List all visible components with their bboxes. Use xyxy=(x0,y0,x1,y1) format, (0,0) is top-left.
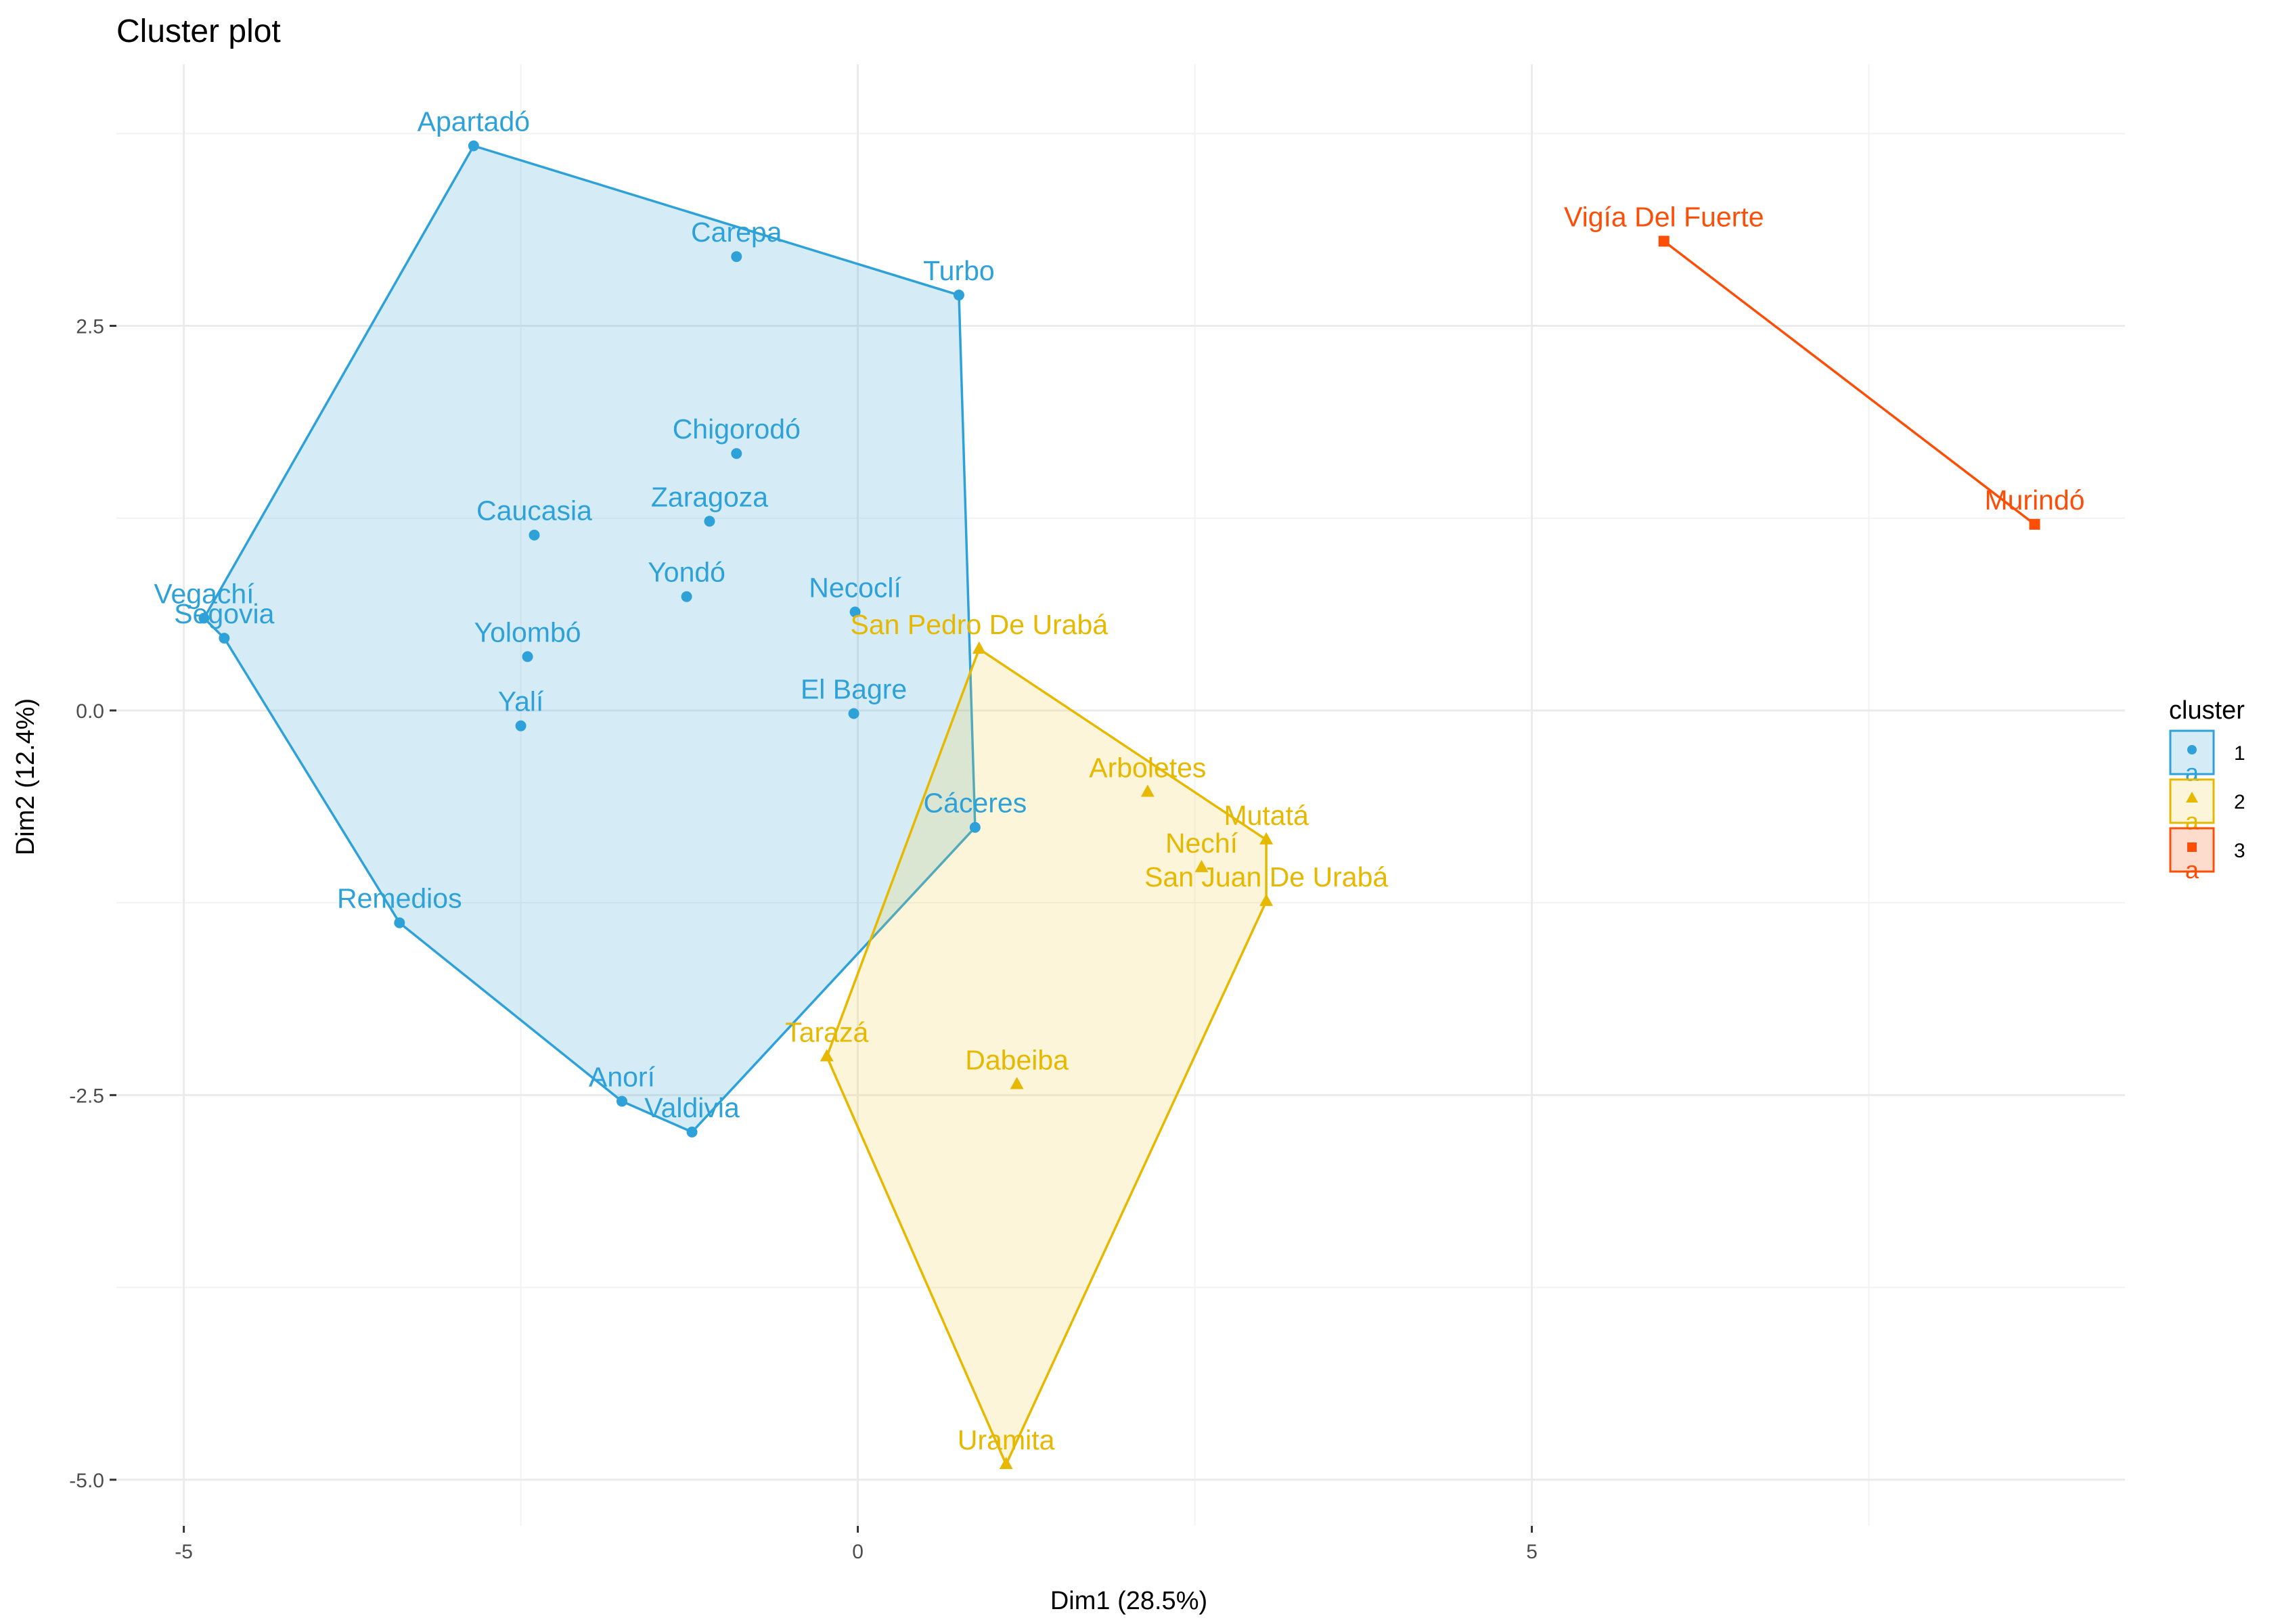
cluster-2-point xyxy=(999,1457,1013,1470)
legend-marker-3 xyxy=(2187,842,2197,852)
cluster-2-point xyxy=(1194,859,1209,872)
cluster-1-point xyxy=(529,529,540,541)
cluster-hulls xyxy=(202,144,2036,1466)
point-label: Uramita xyxy=(958,1424,1055,1456)
legend-marker-1 xyxy=(2187,745,2197,754)
point-label: San Pedro De Urabá xyxy=(851,609,1109,640)
cluster-1-point xyxy=(731,251,742,263)
cluster-points xyxy=(198,140,2040,1470)
chart-title: Cluster plot xyxy=(116,14,281,49)
x-tick-label: 5 xyxy=(1526,1541,1538,1563)
cluster-1-point xyxy=(704,516,715,527)
point-label: Anorí xyxy=(589,1061,656,1092)
point-label: Tarazá xyxy=(785,1017,868,1048)
point-labels: Apartadó Carepa Turbo Chigorodó Zaragoza Cauc… xyxy=(154,106,2084,1456)
point-label: San Juan De Urabá xyxy=(1144,861,1388,893)
cluster-2-point xyxy=(820,1049,834,1062)
point-label: Caucasia xyxy=(476,495,592,526)
point-label: Carepa xyxy=(691,217,782,248)
cluster-1-point xyxy=(522,651,533,662)
y-tick-label: 0.0 xyxy=(76,700,104,723)
cluster-1-point xyxy=(515,720,527,731)
cluster-2-point xyxy=(1259,832,1274,844)
legend-key-letter: a xyxy=(2185,856,2199,884)
point-label: Arboletes xyxy=(1089,752,1206,783)
cluster-1-point xyxy=(953,290,964,301)
legend-label-2: 2 xyxy=(2234,791,2245,813)
x-axis-title: Dim1 (28.5%) xyxy=(1050,1587,1207,1615)
y-axis-title: Dim2 (12.4%) xyxy=(12,698,40,855)
point-label: Yolombó xyxy=(474,616,581,648)
point-label: Yalí xyxy=(498,686,544,717)
cluster-1-point xyxy=(686,1126,698,1137)
cluster-3-point xyxy=(1658,235,1670,247)
cluster-2-hull xyxy=(826,648,1268,1466)
cluster-1-point xyxy=(848,708,859,719)
point-label: Chigorodó xyxy=(673,413,801,445)
cluster-1-point xyxy=(616,1096,627,1107)
point-label: Remedios xyxy=(337,883,462,914)
point-label: Yondó xyxy=(648,557,725,588)
legend-title: cluster xyxy=(2169,696,2245,725)
cluster-2-point xyxy=(972,641,986,654)
cluster-2-point xyxy=(1140,784,1155,797)
x-tick-label: 0 xyxy=(852,1541,864,1563)
point-label: Dabeiba xyxy=(965,1044,1069,1075)
point-label: Zaragoza xyxy=(651,481,768,512)
y-tick-label: -2.5 xyxy=(69,1085,104,1107)
point-label: Vigía Del Fuerte xyxy=(1564,201,1764,232)
x-tick-label: -5 xyxy=(175,1541,193,1563)
point-label: Valdivia xyxy=(644,1092,740,1123)
y-axis: -5.0 -2.5 0.0 2.5 xyxy=(69,316,116,1492)
point-label: Necoclí xyxy=(809,572,901,603)
point-label: Turbo xyxy=(923,255,995,286)
point-label: Segovia xyxy=(174,598,274,629)
point-label: Cáceres xyxy=(924,788,1027,819)
legend-label-3: 3 xyxy=(2234,840,2245,862)
cluster-1-point xyxy=(219,633,230,644)
legend-key-3 xyxy=(2169,827,2215,873)
y-tick-label: 2.5 xyxy=(76,316,104,338)
y-tick-label: -5.0 xyxy=(69,1470,104,1492)
cluster-1-point xyxy=(969,821,981,833)
cluster-2-point xyxy=(1010,1077,1024,1089)
cluster-1-point xyxy=(394,917,405,928)
point-label: Mutatá xyxy=(1224,800,1309,831)
cluster-1-point xyxy=(731,448,742,459)
cluster-2-point xyxy=(1259,893,1274,906)
legend-marker-2 xyxy=(2186,792,2198,803)
point-label: Vegachí xyxy=(154,579,254,610)
point-label: El Bagre xyxy=(801,673,907,704)
legend-label-1: 1 xyxy=(2234,742,2245,765)
cluster-1-point xyxy=(849,606,861,618)
point-label: Nechí xyxy=(1165,828,1238,859)
cluster-3-point xyxy=(2029,518,2040,530)
point-label: Murindó xyxy=(1984,484,2084,516)
cluster-1-point xyxy=(198,612,210,624)
point-label: Apartadó xyxy=(418,106,530,137)
cluster-1-point xyxy=(468,140,479,152)
cluster-3-hull xyxy=(1663,240,2036,526)
cluster-1-point xyxy=(681,591,692,602)
grid xyxy=(116,64,2125,1526)
x-axis: -5 0 5 xyxy=(175,1526,1538,1563)
